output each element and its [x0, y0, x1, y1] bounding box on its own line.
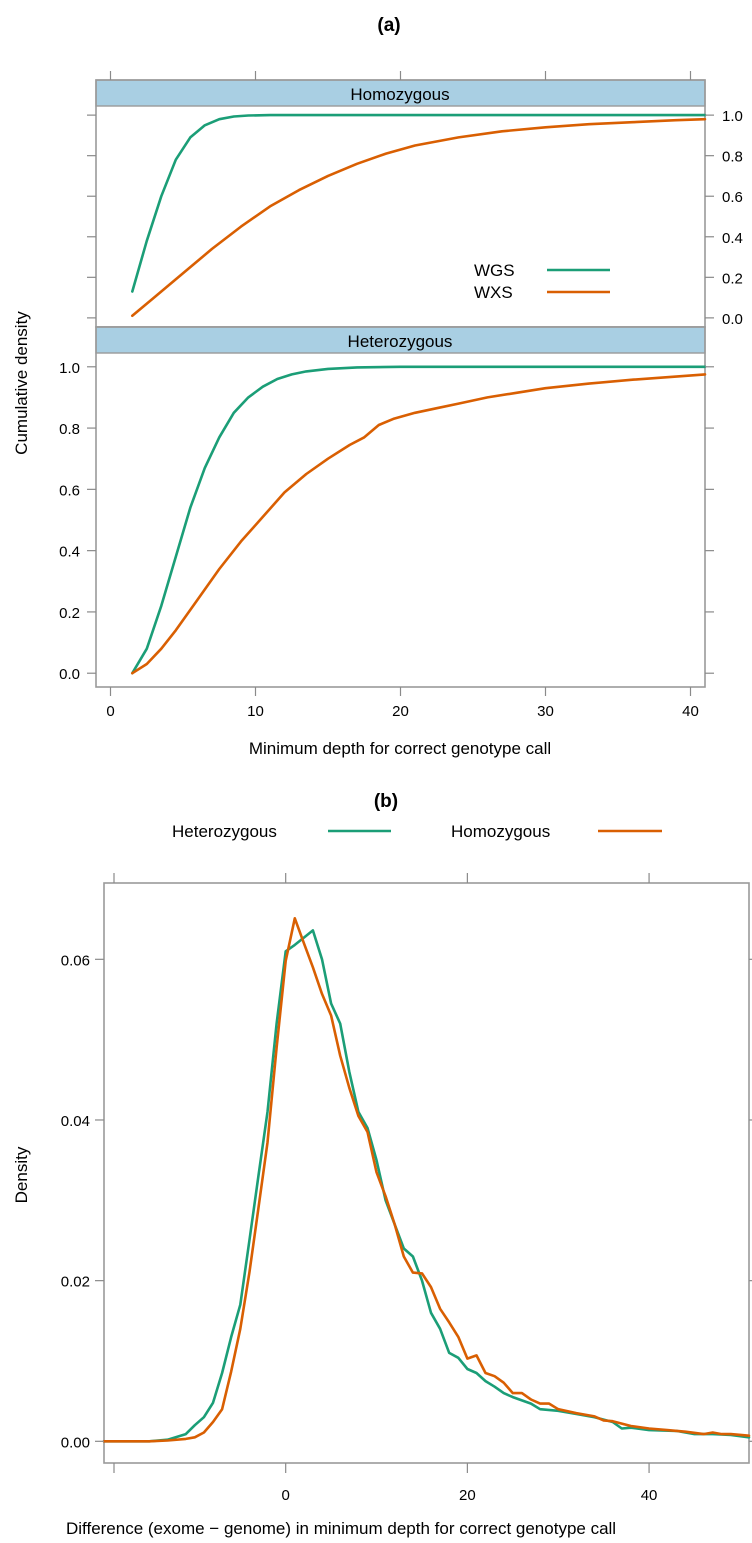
plot-b-frame	[103, 882, 750, 1464]
y-tick-label: 0.4	[59, 544, 80, 561]
x-tick-label: 40	[641, 1487, 658, 1504]
y-tick-label: 0.02	[61, 1274, 90, 1291]
series-homozygous-wxs	[131, 117, 707, 318]
y-tick-label: 0.2	[722, 270, 743, 287]
legend-a-label-wgs: WGS	[474, 261, 515, 280]
y-tick-label: 0.8	[59, 421, 80, 438]
series-homozygous-wgs	[131, 113, 707, 293]
homozygous-axes: 0.0 0.2 0.4 0.6 0.8 1.0	[87, 108, 743, 328]
heterozygous-series-group	[131, 365, 707, 675]
series-heterozygous-wxs	[131, 373, 707, 675]
series-homozygous	[102, 917, 751, 1443]
y-tick-label: 0.6	[722, 189, 743, 206]
legend-a: WGS WXS	[474, 261, 610, 302]
x-tick-label: 0	[282, 1487, 290, 1504]
y-tick-label: 0.0	[722, 311, 743, 328]
strip-homozygous-label: Homozygous	[350, 85, 449, 104]
y-tick-label: 1.0	[59, 360, 80, 377]
y-axis-title-a: Cumulative density	[12, 311, 31, 455]
legend-b-label-homozygous: Homozygous	[451, 822, 550, 841]
series-heterozygous-wgs	[131, 365, 707, 675]
x-tick-label: 0	[106, 703, 114, 720]
x-tick-label: 30	[537, 703, 554, 720]
panel-homozygous-frame	[95, 79, 706, 328]
y-tick-label: 0.2	[59, 605, 80, 622]
y-axis-title-b: Density	[12, 1146, 31, 1203]
density-series-group	[102, 917, 751, 1443]
x-axis-title-a: Minimum depth for correct genotype call	[249, 739, 551, 758]
x-tick-label: 20	[392, 703, 409, 720]
y-tick-label: 0.0	[59, 666, 80, 683]
series-heterozygous	[102, 929, 751, 1443]
panel-b-label: (b)	[374, 791, 398, 812]
plot-b: 0.00 0.02 0.04 0.06 0 20 40	[61, 873, 752, 1504]
homozygous-series-group	[131, 113, 707, 318]
plot-a-lower: Heterozygous 0.0 0.2 0.4 0.6 0.8 1.0	[59, 326, 714, 688]
legend-a-label-wxs: WXS	[474, 283, 513, 302]
panel-a-label: (a)	[377, 15, 400, 36]
legend-b-label-heterozygous: Heterozygous	[172, 822, 277, 841]
y-tick-label: 0.04	[61, 1113, 90, 1130]
y-tick-label: 0.00	[61, 1434, 90, 1451]
plot-a-upper: Homozygous 0.0 0.2 0.4 0.6 0.8 1.0	[87, 79, 743, 328]
x-tick-label: 40	[682, 703, 699, 720]
y-tick-label: 1.0	[722, 108, 743, 125]
x-tick-label: 10	[247, 703, 264, 720]
y-tick-label: 0.6	[59, 482, 80, 499]
x-tick-label: 20	[459, 1487, 476, 1504]
legend-b: Heterozygous Homozygous	[172, 822, 662, 841]
x-axis-title-b: Difference (exome − genome) in minimum d…	[66, 1519, 616, 1538]
y-tick-label: 0.06	[61, 952, 90, 969]
y-tick-label: 0.8	[722, 149, 743, 166]
axes-b: 0.00 0.02 0.04 0.06 0 20 40	[61, 873, 752, 1504]
strip-heterozygous-label: Heterozygous	[348, 332, 453, 351]
y-tick-label: 0.4	[722, 230, 743, 247]
x-axis-a: 0 10 20 30 40	[106, 71, 699, 720]
heterozygous-axes: 0.0 0.2 0.4 0.6 0.8 1.0	[59, 360, 714, 683]
